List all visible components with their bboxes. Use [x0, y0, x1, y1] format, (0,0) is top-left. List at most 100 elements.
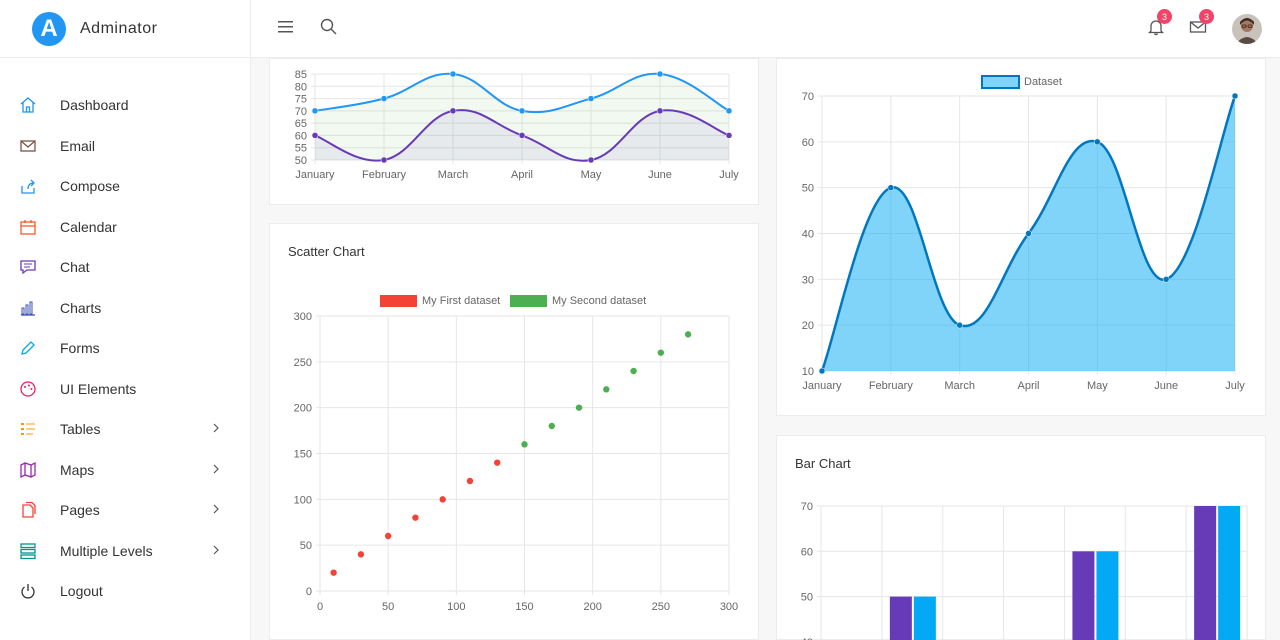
- chevron-right-icon: [212, 544, 220, 558]
- sidebar-item-email[interactable]: Email: [0, 126, 250, 167]
- area-chart: Dataset 10 20 30 40 50 60 70 January February Marc…: [802, 75, 1245, 392]
- y-tick-label: 75: [295, 94, 307, 106]
- avatar-image: [1232, 14, 1262, 44]
- topbar: 3 3: [251, 0, 1280, 58]
- y-tick-label: 40: [802, 229, 814, 241]
- scatter-point: [575, 404, 583, 411]
- line-chart-card: 50 55 60 65 70 75 80 85 January February March Apri…: [269, 58, 759, 205]
- data-point: [518, 132, 526, 139]
- y-tick-label: 50: [300, 540, 312, 552]
- messages-button[interactable]: 3: [1189, 9, 1214, 36]
- x-tick-label: February: [362, 169, 407, 181]
- data-point: [1231, 92, 1239, 100]
- y-tick-label: 85: [295, 69, 307, 81]
- brand-name: Adminator: [80, 19, 158, 37]
- data-point: [518, 107, 526, 115]
- y-tick-label: 150: [294, 449, 312, 461]
- data-point: [311, 107, 319, 115]
- sidebar-item-label: Dashboard: [60, 97, 129, 114]
- x-tick-label: January: [295, 169, 335, 181]
- sidebar-item-label: Pages: [60, 502, 100, 519]
- search-icon[interactable]: [320, 18, 338, 36]
- data-point: [725, 107, 733, 115]
- y-tick-label: 65: [295, 118, 307, 130]
- sidebar-item-pages[interactable]: Pages: [0, 490, 250, 531]
- chevron-right-icon: [212, 503, 220, 517]
- x-tick-label: February: [869, 380, 914, 392]
- data-point: [311, 132, 319, 139]
- y-tick-label: 70: [801, 501, 813, 513]
- files-icon: [22, 502, 36, 518]
- sidebar-item-forms[interactable]: Forms: [0, 328, 250, 369]
- data-point: [380, 95, 388, 102]
- sidebar-item-calendar[interactable]: Calendar: [0, 207, 250, 248]
- legend-swatch: [510, 295, 547, 307]
- scatter-point: [494, 459, 501, 466]
- bar-chart-title: Bar Chart: [795, 456, 851, 471]
- sidebar-item-logout[interactable]: Logout: [0, 571, 250, 612]
- y-tick-label: 20: [802, 320, 814, 332]
- palette-icon: [20, 381, 36, 397]
- data-point: [956, 321, 963, 329]
- bar-chart-icon: [21, 301, 35, 316]
- scatter-chart-title: Scatter Chart: [288, 244, 365, 259]
- layers-icon: [20, 543, 36, 559]
- sidebar-item-dashboard[interactable]: Dashboard: [0, 85, 250, 126]
- scatter-point: [384, 532, 392, 540]
- scatter-chart-card: Scatter Chart My First dataset My Second …: [269, 223, 759, 640]
- brand[interactable]: A Adminator: [0, 0, 250, 58]
- x-tick-label: 200: [583, 601, 601, 613]
- power-icon: [21, 584, 35, 599]
- legend-label: Dataset: [1024, 76, 1062, 88]
- chevron-right-icon: [212, 463, 220, 477]
- data-point: [1162, 276, 1170, 283]
- mail-icon: [1189, 21, 1207, 33]
- scatter-point: [412, 514, 419, 521]
- scatter-point: [684, 331, 692, 338]
- hamburger-menu-icon[interactable]: [278, 19, 294, 35]
- sidebar-item-compose[interactable]: Compose: [0, 166, 250, 207]
- y-tick-label: 30: [802, 274, 814, 286]
- y-tick-label: 100: [294, 494, 312, 506]
- sidebar-item-chat[interactable]: Chat: [0, 247, 250, 288]
- y-tick-label: 200: [294, 403, 312, 415]
- x-tick-label: July: [1225, 380, 1245, 392]
- home-icon: [20, 97, 36, 113]
- x-tick-label: 300: [720, 601, 738, 613]
- notifications-button[interactable]: 3: [1147, 9, 1172, 36]
- sidebar-item-maps[interactable]: Maps: [0, 450, 250, 491]
- data-point: [380, 156, 388, 164]
- bar: [913, 596, 936, 640]
- y-tick-label: 55: [295, 143, 307, 155]
- y-tick-label: 80: [295, 81, 307, 93]
- bar: [1096, 551, 1119, 640]
- sidebar-item-label: UI Elements: [60, 380, 137, 397]
- series-area: [315, 73, 729, 160]
- sidebar-item-label: Email: [60, 137, 96, 154]
- y-tick-label: 60: [295, 130, 307, 142]
- x-tick-label: May: [581, 169, 602, 181]
- y-tick-label: 50: [802, 183, 814, 195]
- bar: [1072, 551, 1095, 640]
- scatter-point: [357, 551, 365, 558]
- data-point: [1025, 230, 1032, 237]
- y-tick-label: 60: [802, 137, 814, 149]
- x-tick-label: April: [511, 169, 533, 181]
- user-avatar[interactable]: [1232, 14, 1262, 44]
- calendar-icon: [20, 219, 36, 235]
- sidebar-item-ui-elements[interactable]: UI Elements: [0, 369, 250, 410]
- data-point: [587, 95, 595, 102]
- x-tick-label: April: [1017, 380, 1039, 392]
- sidebar-item-label: Forms: [60, 340, 100, 357]
- data-point: [887, 184, 895, 191]
- data-point: [656, 70, 664, 78]
- sidebar-item-multiple-levels[interactable]: Multiple Levels: [0, 531, 250, 572]
- sidebar-item-charts[interactable]: Charts: [0, 288, 250, 329]
- sidebar-item-label: Logout: [60, 583, 103, 600]
- data-point: [449, 107, 457, 115]
- x-tick-label: July: [719, 169, 739, 181]
- sidebar-item-tables[interactable]: Tables: [0, 409, 250, 450]
- data-point: [818, 367, 826, 375]
- x-tick-label: May: [1087, 380, 1108, 392]
- y-tick-label: 50: [801, 592, 813, 604]
